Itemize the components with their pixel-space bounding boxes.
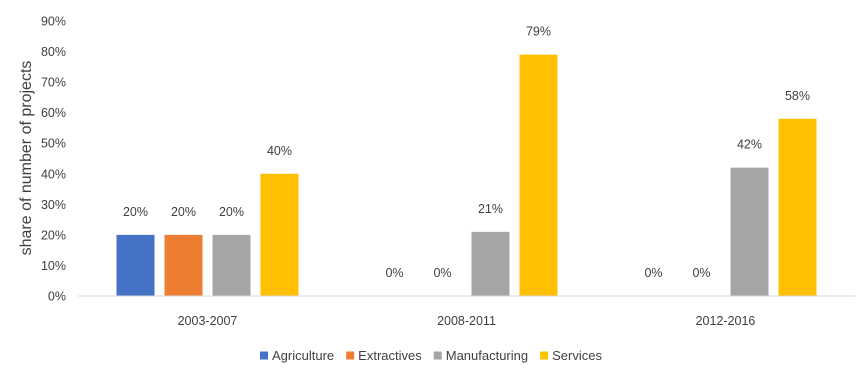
data-label: 79% (526, 25, 551, 39)
y-tick-label: 80% (41, 45, 66, 59)
data-label: 21% (478, 202, 503, 216)
data-label: 42% (737, 138, 762, 152)
bar-services-2012-2016 (778, 118, 817, 297)
data-label: 20% (171, 205, 196, 219)
data-label: 40% (267, 144, 292, 158)
bar-services-2003-2007 (260, 173, 299, 296)
bars (116, 54, 817, 297)
y-tick-label: 30% (41, 198, 66, 212)
legend-label: Services (552, 348, 602, 363)
data-labels: 20% 20% 20% 40% 0% 0% 21% 79% 0% 0% 42% 58% (123, 25, 810, 280)
data-label: 0% (385, 266, 403, 280)
data-label: 58% (785, 89, 810, 103)
legend-label: Manufacturing (446, 348, 528, 363)
legend-swatch (433, 351, 442, 360)
data-label: 20% (219, 205, 244, 219)
legend-item: Agriculture (260, 348, 334, 363)
legend-item: Extractives (346, 348, 422, 363)
category-label: 2008-2011 (437, 314, 496, 328)
legend-swatch (346, 351, 355, 360)
data-label: 0% (644, 266, 662, 280)
data-label: 0% (433, 266, 451, 280)
category-label: 2003-2007 (178, 314, 238, 328)
legend-swatch (540, 351, 549, 360)
bar-agriculture-2003-2007 (116, 234, 155, 296)
legend-swatch (260, 351, 269, 360)
legend-label: Agriculture (272, 348, 334, 363)
data-label: 0% (692, 266, 710, 280)
bar-manufacturing-2008-2011 (471, 231, 510, 296)
bar-extractives-2003-2007 (164, 234, 203, 296)
y-tick-label: 10% (41, 259, 66, 273)
data-label: 20% (123, 205, 148, 219)
legend-item: Manufacturing (433, 348, 528, 363)
legend-item: Services (540, 348, 602, 363)
y-tick-label: 60% (41, 106, 66, 120)
y-tick-label: 40% (41, 167, 66, 181)
y-tick-label: 70% (41, 76, 66, 90)
y-tick-label: 0% (48, 290, 66, 304)
y-axis-title: share of number of projects (18, 61, 35, 256)
y-tick-label: 50% (41, 137, 66, 151)
y-tick-label: 90% (41, 15, 66, 29)
legend: Agriculture Extractives Manufacturing Servi… (260, 348, 602, 363)
y-tick-label: 20% (41, 228, 66, 242)
bar-manufacturing-2012-2016 (730, 167, 769, 296)
y-tick-labels: 0% 10% 20% 30% 40% 50% 60% 70% 80% 90% (41, 15, 66, 304)
legend-label: Extractives (358, 348, 422, 363)
category-labels: 2003-2007 2008-2011 2012-2016 (178, 314, 756, 328)
bar-services-2008-2011 (519, 54, 558, 296)
category-label: 2012-2016 (696, 314, 756, 328)
bar-manufacturing-2003-2007 (212, 234, 251, 296)
